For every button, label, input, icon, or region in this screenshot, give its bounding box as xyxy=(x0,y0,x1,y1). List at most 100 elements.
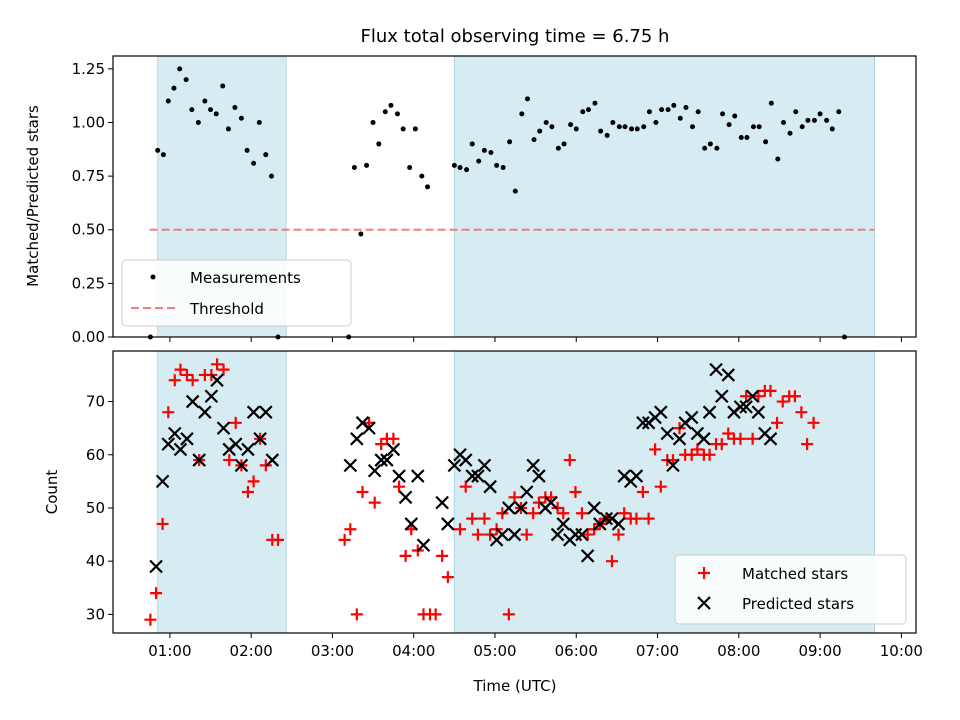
measurement-point xyxy=(512,188,518,194)
measurement-point xyxy=(537,128,543,134)
measurement-point xyxy=(419,173,425,179)
matched-star-point xyxy=(575,507,588,520)
measurement-point xyxy=(476,158,482,164)
predicted-star-point xyxy=(544,495,558,510)
measurement-point xyxy=(824,117,830,123)
predicted-star-point xyxy=(714,389,729,404)
matched-star-point xyxy=(247,475,260,488)
matched-star-point xyxy=(471,528,484,541)
top-legend-box xyxy=(121,259,352,327)
legend-matched-marker xyxy=(698,567,710,579)
measurement-point xyxy=(585,107,591,113)
matched-star-point xyxy=(387,432,400,445)
measurement-point xyxy=(568,122,574,128)
matched-star-point xyxy=(581,528,594,541)
predicted-star-point xyxy=(161,437,176,451)
matched-star-point xyxy=(776,395,789,408)
predicted-star-point xyxy=(362,421,376,435)
predicted-star-point xyxy=(751,405,766,419)
measurement-point xyxy=(781,119,787,125)
matched-star-point xyxy=(368,496,381,509)
measurement-point xyxy=(817,111,823,117)
matched-star-point xyxy=(441,571,454,584)
measurement-point xyxy=(189,107,195,113)
measurement-point xyxy=(160,152,166,158)
measurement-point xyxy=(573,126,579,132)
predicted-star-point xyxy=(739,400,753,414)
matched-star-point xyxy=(186,374,199,387)
measurement-point xyxy=(481,147,487,153)
matched-star-point xyxy=(636,486,649,498)
matched-star-point xyxy=(734,432,747,445)
measurement-point xyxy=(653,119,659,125)
measurement-point xyxy=(549,124,555,130)
matched-star-point xyxy=(356,486,369,498)
measurement-point xyxy=(464,167,470,173)
matched-star-point xyxy=(569,486,582,498)
measurement-point xyxy=(507,139,513,145)
predicted-star-point xyxy=(514,501,528,515)
predicted-star-point xyxy=(259,405,273,419)
measurement-point xyxy=(364,162,370,168)
measurement-point xyxy=(525,96,531,102)
measurement-point xyxy=(351,165,357,171)
measurement-point xyxy=(155,147,161,153)
predicted-star-point xyxy=(507,527,522,542)
measurement-point xyxy=(629,126,635,132)
bottom-ytick-label: 30 xyxy=(86,605,105,623)
measurement-point xyxy=(376,141,382,147)
measurement-point xyxy=(707,141,713,147)
measurement-point xyxy=(543,119,549,125)
xtick-label: 06:00 xyxy=(555,642,598,660)
matched-star-point xyxy=(174,363,187,376)
measurement-point xyxy=(610,119,616,125)
xtick-label: 03:00 xyxy=(311,642,354,660)
measurement-point xyxy=(714,145,720,151)
bottom-ytick-label: 40 xyxy=(86,552,105,570)
measurement-point xyxy=(213,111,219,117)
legend-predicted-label: Predicted stars xyxy=(742,595,854,613)
matched-star-point xyxy=(375,438,388,451)
predicted-star-point xyxy=(556,517,571,531)
measurement-point xyxy=(225,126,231,132)
x-axis-label: Time (UTC) xyxy=(473,677,557,695)
xtick-label: 08:00 xyxy=(717,642,760,660)
top-shaded-intervals xyxy=(157,55,876,338)
matched-star-point xyxy=(168,374,181,387)
matched-star-point xyxy=(393,480,406,493)
measurement-point xyxy=(165,98,171,104)
measurement-point xyxy=(768,100,774,106)
predicted-star-point xyxy=(629,469,644,483)
predicted-star-point xyxy=(519,485,534,499)
matched-star-point xyxy=(344,523,357,536)
matched-star-point xyxy=(466,512,479,525)
measurement-point xyxy=(268,173,274,179)
bottom-axes-frame xyxy=(112,350,917,634)
matched-star-point xyxy=(618,507,631,520)
measurement-point xyxy=(388,102,394,108)
predicted-star-point xyxy=(216,421,231,435)
predicted-star-point xyxy=(550,527,565,542)
top-ticks: 0.00 0.25 0.50 0.75 1.00 1.25 xyxy=(72,60,902,346)
predicted-star-point xyxy=(532,469,546,483)
matched-star-point xyxy=(801,438,814,451)
measurement-point xyxy=(598,128,604,134)
predicted-star-point xyxy=(672,432,687,446)
measurement-point xyxy=(195,119,201,125)
matched-star-point xyxy=(740,390,753,403)
bottom-legend-box xyxy=(674,554,907,625)
bottom-y-axis-label: Count xyxy=(43,470,61,515)
predicted-star-point xyxy=(253,432,267,446)
measurement-points xyxy=(147,66,847,340)
predicted-star-point xyxy=(149,559,163,574)
legend-measurements-label: Measurements xyxy=(190,269,301,287)
predicted-star-point xyxy=(265,453,280,467)
predicted-star-point xyxy=(477,458,492,473)
predicted-star-point xyxy=(228,437,243,451)
predicted-star-point xyxy=(526,458,540,473)
predicted-star-point xyxy=(343,458,358,473)
measurement-point xyxy=(726,122,732,128)
predicted-star-point xyxy=(575,527,589,542)
measurement-point xyxy=(382,109,388,115)
